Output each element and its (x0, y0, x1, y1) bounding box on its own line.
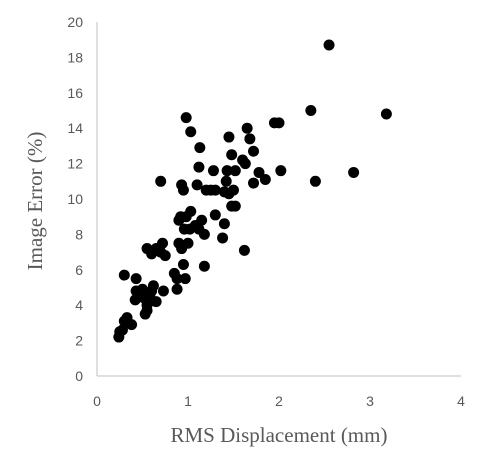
data-point (217, 232, 229, 244)
data-point (196, 214, 208, 226)
data-point (116, 324, 128, 336)
data-point (180, 112, 192, 124)
data-point (380, 108, 392, 120)
y-tick-label: 2 (75, 333, 83, 349)
data-point (159, 250, 171, 262)
data-point (171, 273, 183, 285)
data-point (150, 296, 162, 308)
data-point (323, 39, 335, 51)
data-point (157, 237, 169, 249)
data-point (182, 237, 194, 249)
y-tick-label: 10 (67, 191, 83, 207)
data-point (147, 280, 159, 292)
x-tick-label: 1 (184, 393, 192, 409)
data-point (239, 158, 251, 170)
y-tick-label: 4 (75, 297, 83, 313)
data-point (171, 283, 183, 295)
data-point (248, 177, 260, 189)
data-point (141, 305, 153, 317)
y-tick-label: 20 (67, 14, 83, 30)
data-point (177, 258, 189, 270)
data-point (229, 165, 241, 177)
data-point (275, 165, 287, 177)
data-point (223, 131, 235, 143)
data-point (198, 260, 210, 272)
data-point (221, 165, 233, 177)
data-point (177, 184, 189, 196)
y-tick-label: 12 (67, 156, 83, 172)
y-axis-title: Image Error (%) (23, 132, 47, 271)
data-point (259, 174, 271, 186)
data-point (179, 273, 191, 285)
data-point (220, 175, 232, 187)
data-point (207, 165, 219, 177)
x-tick-label: 0 (93, 393, 101, 409)
data-point (137, 283, 148, 295)
data-point (244, 133, 256, 145)
data-point (185, 126, 197, 138)
data-point (228, 184, 239, 196)
data-point (193, 161, 205, 173)
data-point (305, 105, 317, 116)
x-tick-labels: 0 1 2 3 4 (93, 393, 465, 409)
data-point (209, 184, 221, 196)
data-point (273, 117, 285, 129)
x-axis-title: RMS Displacement (mm) (171, 423, 388, 447)
y-tick-label: 14 (67, 120, 83, 136)
data-point (198, 228, 210, 240)
data-points (113, 39, 392, 343)
data-point (241, 122, 253, 134)
data-point (209, 209, 221, 221)
y-tick-label: 16 (67, 85, 83, 101)
y-tick-label: 18 (67, 49, 83, 65)
data-point (218, 218, 230, 230)
data-point (226, 149, 238, 161)
data-point (155, 175, 167, 187)
y-tick-labels: 0 2 4 6 8 10 12 14 16 18 20 (67, 14, 83, 384)
data-point (194, 142, 206, 154)
data-point (157, 285, 169, 297)
x-tick-label: 3 (366, 393, 374, 409)
x-tick-label: 4 (457, 393, 465, 409)
data-point (309, 175, 321, 187)
data-point (253, 166, 265, 178)
data-point (126, 319, 138, 331)
y-tick-label: 8 (75, 226, 83, 242)
x-tick-label: 2 (275, 393, 283, 409)
y-tick-label: 0 (75, 368, 83, 384)
data-point (248, 145, 260, 157)
data-point (238, 244, 250, 256)
data-point (185, 205, 197, 217)
data-point (191, 179, 203, 191)
data-point (348, 166, 360, 178)
y-tick-label: 6 (75, 262, 83, 278)
axes (96, 22, 461, 377)
data-point (130, 273, 142, 285)
data-point (118, 269, 130, 281)
data-point (229, 200, 241, 212)
